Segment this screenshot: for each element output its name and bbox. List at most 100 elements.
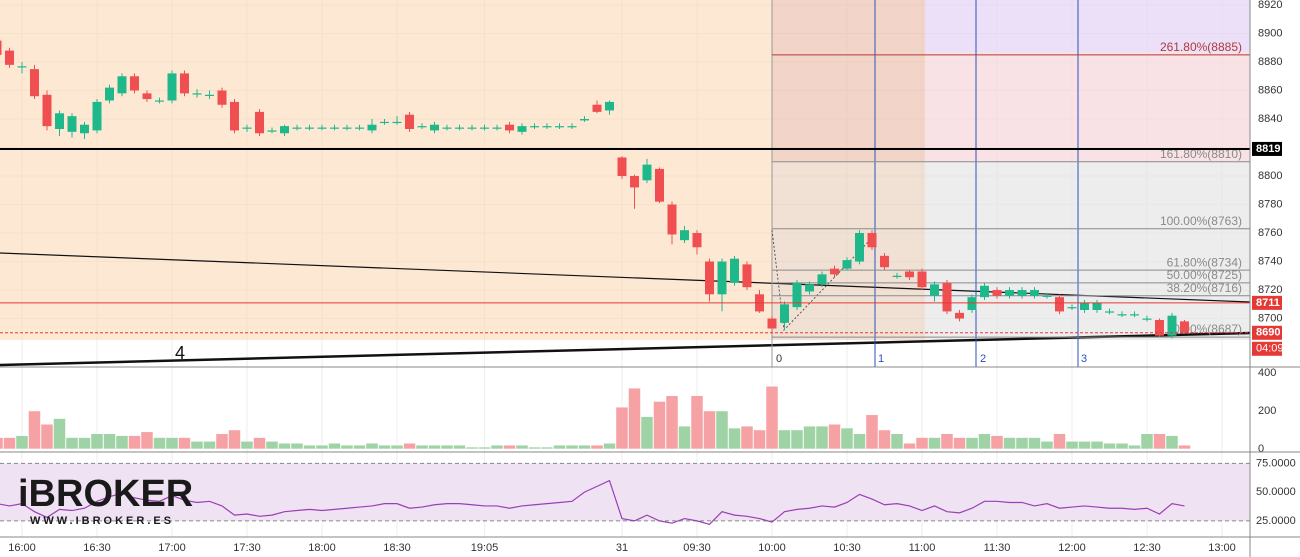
volume-bar (965, 437, 979, 450)
candle-body (1055, 297, 1064, 312)
volume-bar (715, 410, 729, 450)
volume-bar (578, 444, 591, 450)
volume-bar (140, 431, 154, 450)
candle-body (17, 66, 27, 68)
candle-body (505, 124, 514, 131)
volume-bar (1103, 443, 1116, 450)
volume-bar (603, 443, 616, 450)
candle-body (892, 275, 902, 277)
y-tick-label: 25.0000 (1256, 515, 1296, 527)
volume-bar (565, 444, 579, 450)
volume-bar (90, 433, 104, 450)
candle-body (917, 271, 927, 288)
fib-anchor (771, 229, 874, 332)
countdown-badge (1252, 341, 1282, 356)
volume-bar (190, 441, 204, 450)
candle-body (492, 127, 502, 129)
volume-bar (1140, 433, 1154, 450)
zone-shade (772, 0, 925, 162)
volume-bar (615, 406, 629, 450)
candle-body (655, 168, 664, 202)
candle-body (467, 127, 477, 129)
volume-bar (1065, 441, 1079, 450)
volume-bar (240, 441, 254, 450)
volume-bar (1128, 444, 1141, 450)
price-badge (1252, 141, 1282, 156)
x-tick-label: 16:00 (8, 542, 36, 554)
volume-bar (990, 435, 1004, 450)
candle-body (530, 126, 539, 128)
y-tick-label: 8720 (1258, 284, 1282, 296)
volume-bar (78, 437, 91, 450)
candle-body (142, 93, 152, 100)
volume-bar (1090, 441, 1104, 450)
candle-body (567, 126, 577, 128)
volume-bar (703, 410, 716, 450)
candle-body (330, 127, 339, 129)
volume-bar (840, 427, 854, 450)
volume-bar (653, 401, 666, 450)
volume-bar (815, 425, 829, 450)
candle-body (680, 230, 689, 241)
volume-bar (378, 444, 391, 450)
volume-bar (803, 425, 816, 450)
marker-label: 3 (1081, 353, 1087, 365)
candle-body (30, 69, 39, 97)
volume-bar (465, 446, 479, 450)
volume-bar (728, 427, 741, 450)
candle-body (517, 126, 527, 132)
volume-bar (878, 429, 891, 450)
price-badge-label: 8690 (1256, 327, 1280, 339)
y-tick-label: 8800 (1258, 170, 1282, 182)
candle-body (1005, 290, 1014, 296)
price-badge-label: 8819 (1256, 143, 1280, 155)
volume-bar (3, 437, 16, 450)
volume-bar (103, 433, 116, 450)
volume-bar (278, 443, 291, 450)
fib-label: 100.00%(8763) (1160, 214, 1242, 228)
candle-body (605, 101, 614, 111)
candle-body (1067, 307, 1077, 309)
volume-bar (540, 446, 554, 450)
volume-bar (515, 444, 529, 450)
fib-label: 261.80%(8885) (1160, 40, 1242, 54)
candle-body (92, 101, 102, 131)
candle-body (592, 104, 602, 112)
candle-body (217, 90, 227, 105)
volume-bar (640, 416, 654, 450)
candle-body (1017, 290, 1027, 296)
volume-bar (1153, 433, 1166, 450)
candle-body (830, 268, 839, 275)
candle-body (705, 261, 714, 295)
candle-body (455, 127, 464, 129)
marker-label: 0 (776, 353, 782, 365)
candle-body (5, 50, 14, 65)
x-tick-label: 13:00 (1208, 542, 1236, 554)
volume-bar (490, 444, 504, 450)
volume-bar (28, 410, 41, 450)
volume-bar (1115, 443, 1129, 450)
volume-bar (978, 433, 991, 450)
zone-shade (925, 52, 1250, 162)
candle-body (1092, 302, 1102, 310)
candle-body (255, 111, 264, 134)
volume-bar (328, 443, 341, 450)
candle-body (67, 116, 77, 132)
candle-body (480, 127, 489, 129)
candle-body (0, 40, 2, 55)
candle-body (980, 285, 989, 298)
volume-bar (1003, 437, 1016, 450)
candle-body (555, 126, 564, 128)
trend-line (0, 252, 1251, 303)
candle-body (430, 124, 439, 131)
candle-body (780, 304, 789, 323)
candle-body (805, 284, 814, 292)
volume-bar (303, 444, 316, 450)
candle-body (117, 76, 127, 94)
volume-bar (115, 435, 129, 450)
candle-body (1105, 311, 1114, 313)
volume-bar (40, 424, 54, 450)
x-tick-label: 10:00 (758, 542, 786, 554)
